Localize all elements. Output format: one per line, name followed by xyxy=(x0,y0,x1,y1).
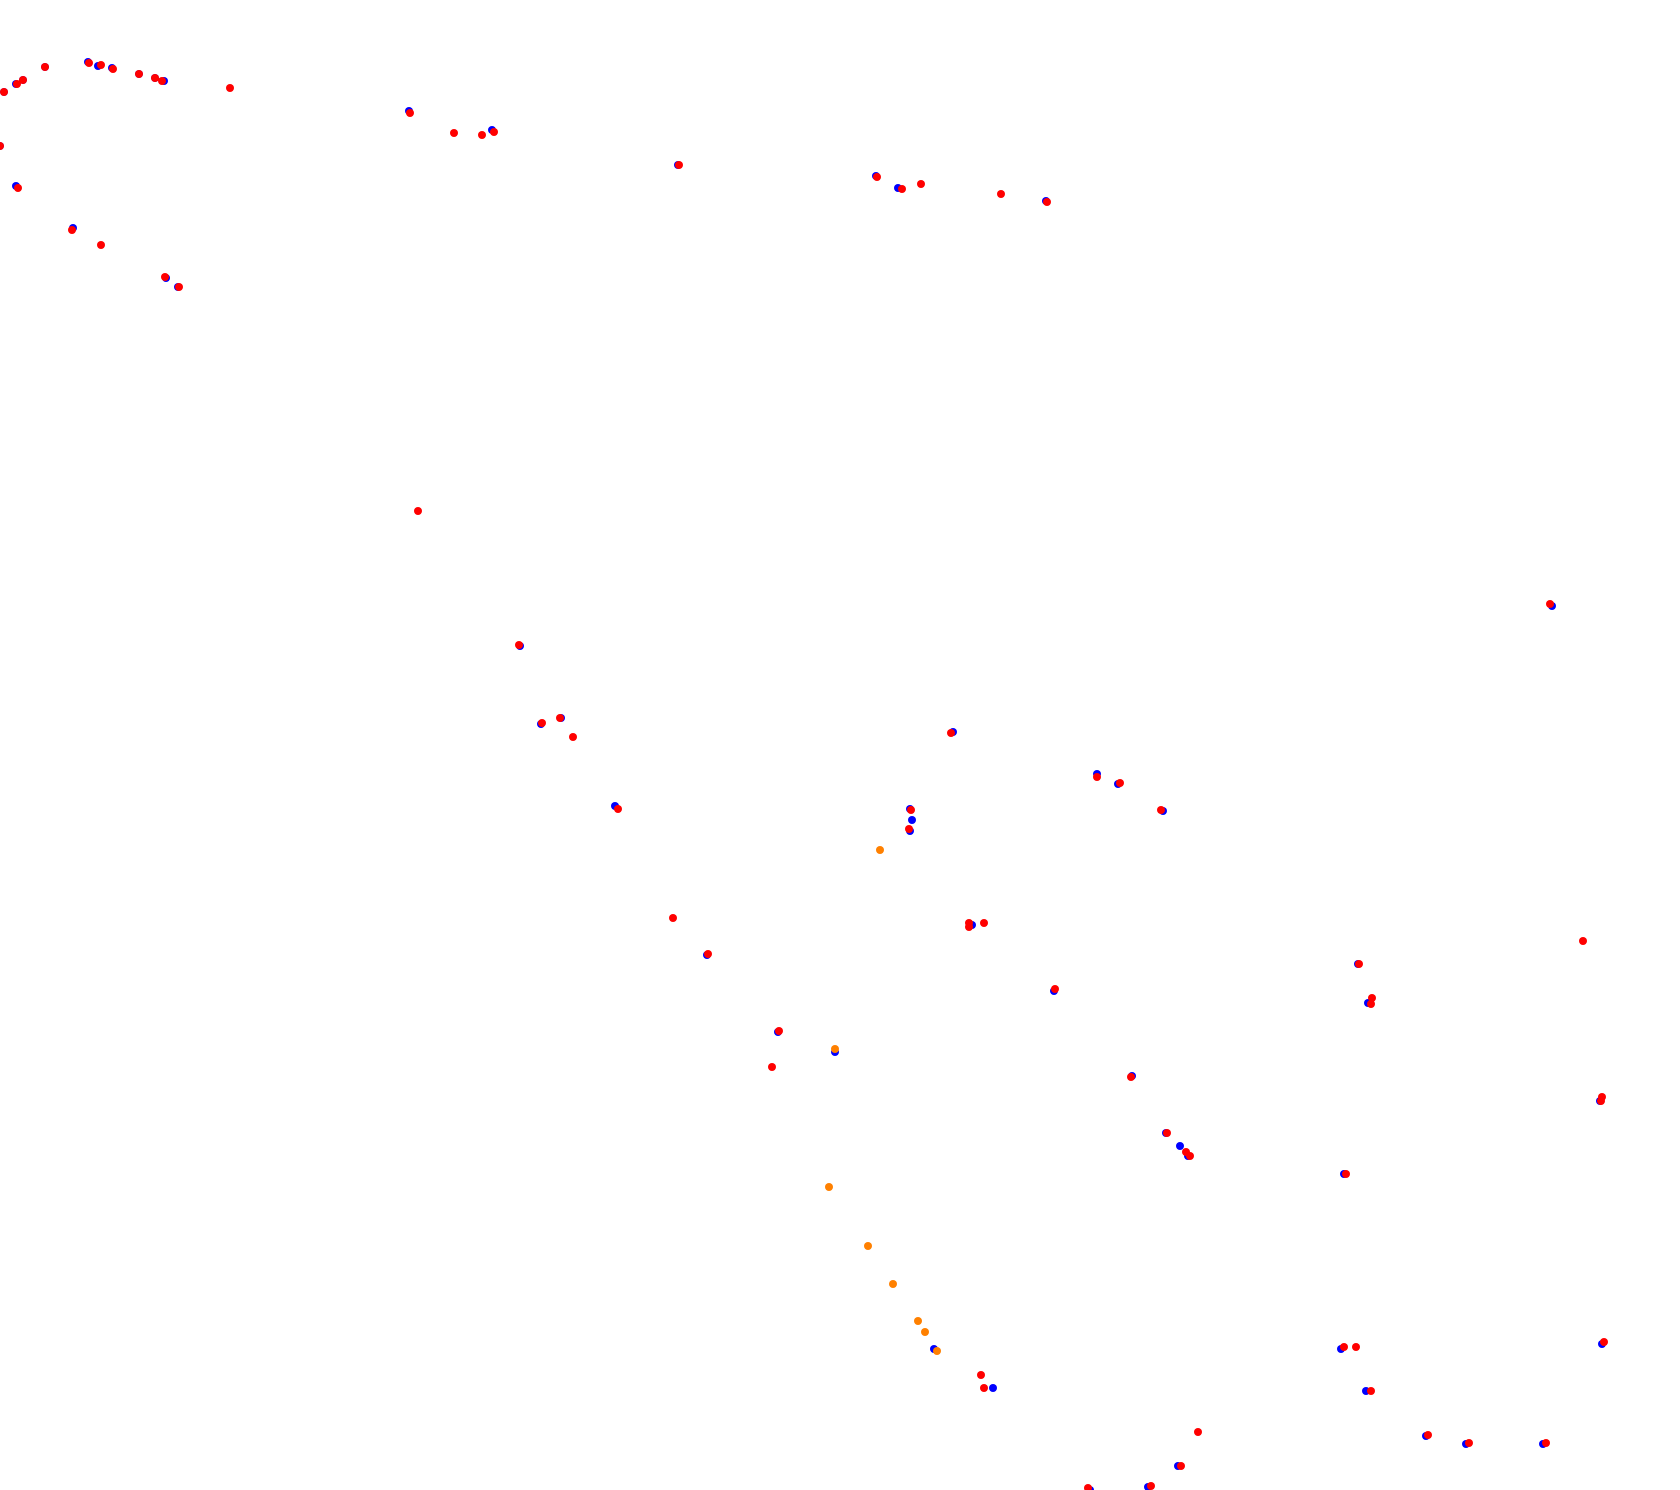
data-point xyxy=(1579,937,1587,945)
data-point xyxy=(1368,994,1376,1002)
data-point xyxy=(97,61,105,69)
data-point xyxy=(556,714,564,722)
data-point xyxy=(1051,985,1059,993)
data-point xyxy=(13,80,21,88)
data-point xyxy=(569,733,577,741)
data-point xyxy=(947,729,955,737)
data-point xyxy=(898,185,906,193)
data-point xyxy=(226,84,234,92)
data-point xyxy=(977,1371,985,1379)
data-point xyxy=(917,180,925,188)
data-point xyxy=(914,1317,922,1325)
data-point xyxy=(1600,1338,1608,1346)
data-point xyxy=(14,184,22,192)
points-layer xyxy=(0,58,1608,1490)
data-point xyxy=(669,914,677,922)
data-point xyxy=(1093,773,1101,781)
data-point xyxy=(768,1063,776,1071)
data-point xyxy=(980,919,988,927)
data-point xyxy=(1084,1484,1092,1490)
data-point xyxy=(85,59,93,67)
data-point xyxy=(1355,960,1363,968)
data-point xyxy=(907,806,915,814)
data-point xyxy=(921,1328,929,1336)
data-point xyxy=(933,1347,941,1355)
data-point xyxy=(41,63,49,71)
data-point xyxy=(1340,1343,1348,1351)
data-point xyxy=(876,846,884,854)
data-point xyxy=(1367,1000,1375,1008)
data-point xyxy=(675,161,683,169)
data-point xyxy=(1542,1439,1550,1447)
data-point xyxy=(515,641,523,649)
data-point xyxy=(1194,1428,1202,1436)
data-point xyxy=(905,825,913,833)
data-point xyxy=(406,109,414,117)
data-point xyxy=(873,173,881,181)
data-point xyxy=(831,1045,839,1053)
data-point xyxy=(490,128,498,136)
data-point xyxy=(68,226,76,234)
data-point xyxy=(1147,1482,1155,1490)
data-point xyxy=(1342,1170,1350,1178)
data-point xyxy=(1424,1431,1432,1439)
data-point xyxy=(1367,1387,1375,1395)
data-point xyxy=(1043,198,1051,206)
data-point xyxy=(1186,1152,1194,1160)
data-point xyxy=(825,1183,833,1191)
data-point xyxy=(1163,1129,1171,1137)
data-point xyxy=(1176,1142,1184,1150)
data-point xyxy=(450,129,458,137)
data-point xyxy=(135,70,143,78)
data-point xyxy=(0,142,4,150)
data-point xyxy=(1352,1343,1360,1351)
series-1 xyxy=(825,846,941,1355)
data-point xyxy=(19,76,27,84)
data-point xyxy=(980,1384,988,1392)
data-point xyxy=(109,65,117,73)
series-2 xyxy=(0,59,1608,1490)
data-point xyxy=(997,190,1005,198)
data-point xyxy=(97,241,105,249)
data-point xyxy=(1465,1439,1473,1447)
data-point xyxy=(1127,1073,1135,1081)
data-point xyxy=(965,923,973,931)
data-point xyxy=(864,1242,872,1250)
data-point xyxy=(704,950,712,958)
data-point xyxy=(889,1280,897,1288)
data-point xyxy=(478,131,486,139)
data-point xyxy=(1116,779,1124,787)
data-point xyxy=(414,507,422,515)
data-point xyxy=(161,273,169,281)
data-point xyxy=(1546,600,1554,608)
data-point xyxy=(1598,1093,1606,1101)
data-point xyxy=(614,805,622,813)
data-point xyxy=(0,88,8,96)
data-point xyxy=(989,1384,997,1392)
data-point xyxy=(775,1027,783,1035)
data-point xyxy=(158,77,166,85)
data-point xyxy=(1177,1462,1185,1470)
data-point xyxy=(151,74,159,82)
data-point xyxy=(1157,806,1165,814)
data-point xyxy=(175,283,183,291)
data-point xyxy=(908,816,916,824)
data-point xyxy=(538,719,546,727)
